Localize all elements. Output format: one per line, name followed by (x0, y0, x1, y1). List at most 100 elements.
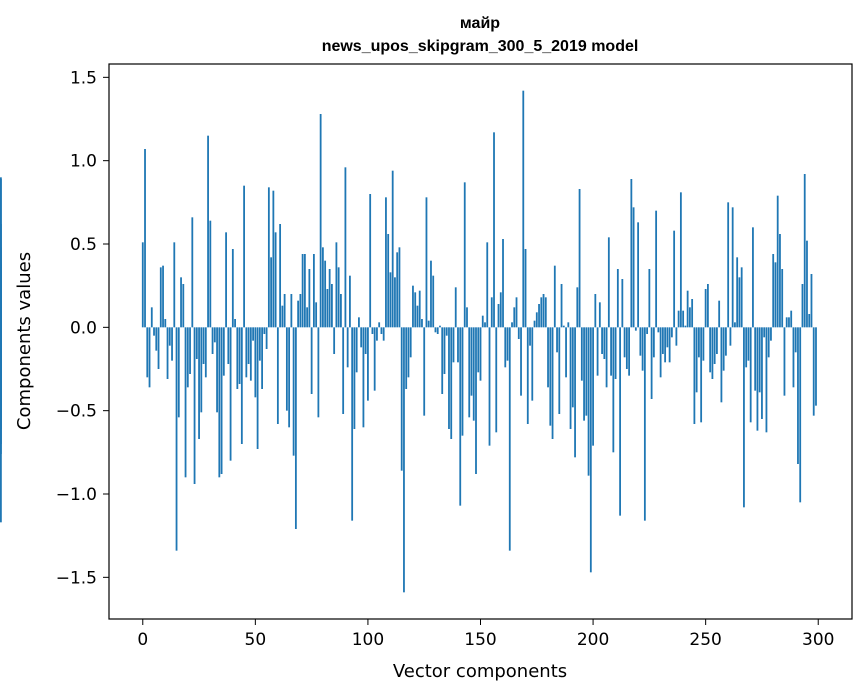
bar (216, 327, 218, 413)
bar (155, 327, 158, 351)
bar (774, 262, 777, 328)
bar (803, 174, 806, 328)
bar (788, 317, 790, 328)
bar (619, 327, 621, 516)
x-tick-label: 150 (464, 630, 496, 650)
bar (290, 294, 293, 328)
bar (522, 90, 525, 328)
bar (752, 227, 754, 328)
bar (556, 327, 558, 353)
bar (448, 327, 450, 429)
bar (585, 327, 588, 416)
bar (725, 327, 727, 356)
bar (659, 327, 662, 378)
bar (398, 247, 401, 328)
bar (772, 254, 775, 328)
bar (164, 319, 167, 328)
bar (198, 327, 200, 439)
bar (191, 217, 194, 328)
bar (637, 222, 640, 328)
bar (517, 327, 520, 339)
bar (549, 327, 552, 426)
bar (0, 327, 2, 401)
x-tick-label: 100 (352, 630, 384, 650)
bar (754, 327, 757, 391)
bar (607, 237, 610, 328)
bar (141, 242, 144, 328)
bar (403, 327, 405, 593)
bar (623, 327, 626, 358)
bar (0, 179, 2, 328)
bar (382, 327, 385, 341)
bar (288, 327, 291, 428)
bar (801, 284, 804, 328)
bar (738, 277, 741, 328)
x-tick-label: 50 (245, 630, 267, 650)
bar (175, 327, 178, 551)
bar (574, 327, 576, 458)
bar (625, 327, 628, 369)
bar (594, 294, 597, 328)
bar (652, 327, 655, 358)
bar (529, 327, 531, 346)
bar (630, 179, 633, 328)
bar (799, 327, 802, 503)
bar (524, 249, 527, 328)
bar (202, 327, 205, 364)
bar (675, 327, 678, 346)
bar (261, 327, 263, 389)
bar (387, 234, 390, 328)
bar (463, 182, 466, 328)
bar (648, 269, 651, 328)
bar (657, 327, 660, 333)
bar (270, 257, 273, 328)
bar (693, 327, 696, 424)
bar (439, 325, 441, 328)
bar (711, 327, 714, 379)
bar (745, 327, 748, 368)
bar (610, 327, 612, 376)
bar (294, 327, 297, 529)
bar (378, 322, 381, 328)
bar (342, 327, 345, 414)
bar (632, 207, 635, 328)
bar (369, 194, 372, 328)
bar (562, 325, 565, 328)
bar (443, 327, 446, 374)
bar (412, 285, 414, 328)
bar (493, 132, 495, 328)
bar (281, 305, 284, 328)
bar (707, 284, 709, 328)
bar (432, 275, 435, 328)
bar (740, 267, 743, 328)
bar (358, 317, 360, 328)
bar (186, 327, 189, 388)
bar (405, 327, 408, 389)
bar (355, 327, 358, 373)
bar (301, 254, 304, 328)
bar (430, 260, 432, 328)
bar (468, 327, 471, 418)
bar (722, 327, 725, 371)
bar (616, 269, 619, 328)
bar (790, 310, 793, 328)
bar (231, 249, 234, 328)
bar (308, 269, 311, 328)
bar (236, 327, 239, 389)
bar (171, 327, 173, 361)
bar (576, 287, 579, 328)
bar (792, 327, 795, 388)
bar (225, 232, 227, 328)
bar (727, 202, 730, 328)
bar (598, 302, 601, 328)
bar (475, 327, 477, 474)
chart-title: майр (460, 15, 500, 32)
bar (173, 242, 176, 328)
bar (612, 327, 615, 453)
bar (391, 170, 394, 328)
bar (434, 327, 437, 333)
bar (716, 327, 718, 354)
bar (272, 190, 275, 328)
bar (702, 327, 705, 361)
